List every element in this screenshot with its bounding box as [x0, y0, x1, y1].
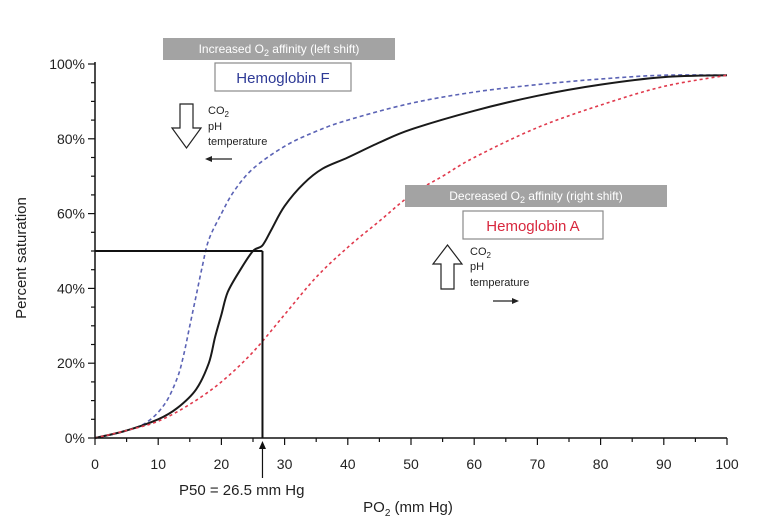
x-tick-label: 70 [530, 456, 546, 472]
x-tick-label: 80 [593, 456, 609, 472]
curves-layer [94, 74, 728, 439]
up-arrow-icon [258, 441, 266, 449]
svg-text:CO2: CO2 [470, 246, 492, 260]
curve-series-2 [94, 74, 728, 439]
y-tick-label: 0% [65, 430, 85, 446]
x-tick-label: 30 [277, 456, 293, 472]
svg-text:temperature: temperature [470, 277, 529, 289]
left-factors-group: CO2 pH temperature [170, 103, 267, 162]
right-shift-banner: Decreased O2 affinity (right shift) [405, 185, 667, 207]
y-tick-label: 40% [57, 280, 85, 296]
hemoglobin-a-box: Hemoglobin A [462, 210, 604, 240]
axes-layer: 0% 20% 40% 60% 80% 100% 0 10 20 30 40 50 60 70 80 90 100 [49, 56, 739, 472]
right-arrow-icon [493, 298, 519, 304]
left-arrow-icon [205, 156, 232, 162]
curve-series-0 [94, 74, 728, 439]
p50-label: P50 = 26.5 mm Hg [179, 482, 304, 499]
y-axis-title: Percent saturation [13, 197, 30, 319]
x-tick-label: 20 [214, 456, 230, 472]
hemoglobin-f-box: Hemoglobin F [214, 62, 352, 92]
x-axis-title: PO2 (mm Hg) [363, 499, 453, 519]
x-tick-label: 60 [466, 456, 482, 472]
x-tick-label: 40 [340, 456, 356, 472]
svg-text:temperature: temperature [208, 136, 267, 148]
x-tick-label: 0 [91, 456, 99, 472]
svg-text:CO2: CO2 [208, 105, 230, 119]
curve-series-1 [94, 74, 728, 439]
down-arrow-icon [170, 103, 203, 150]
svg-text:Decreased O2 affinity (right s: Decreased O2 affinity (right shift) [449, 189, 623, 205]
svg-text:Hemoglobin F: Hemoglobin F [236, 70, 329, 87]
svg-text:pH: pH [470, 261, 484, 273]
p50-guide-lines [95, 250, 266, 478]
x-tick-label: 10 [150, 456, 166, 472]
y-tick-label: 100% [49, 56, 85, 72]
y-tick-label: 80% [57, 131, 85, 147]
y-tick-label: 20% [57, 355, 85, 371]
svg-text:Increased O2 affinity (left sh: Increased O2 affinity (left shift) [199, 42, 360, 58]
up-arrow-icon [431, 244, 464, 290]
svg-text:pH: pH [208, 121, 222, 133]
x-tick-label: 50 [403, 456, 419, 472]
right-factors-group: CO2 pH temperature [431, 244, 529, 304]
left-shift-banner: Increased O2 affinity (left shift) [163, 38, 395, 60]
svg-text:Hemoglobin A: Hemoglobin A [486, 218, 579, 235]
x-tick-label: 100 [715, 456, 739, 472]
x-tick-label: 90 [656, 456, 672, 472]
y-tick-label: 60% [57, 206, 85, 222]
